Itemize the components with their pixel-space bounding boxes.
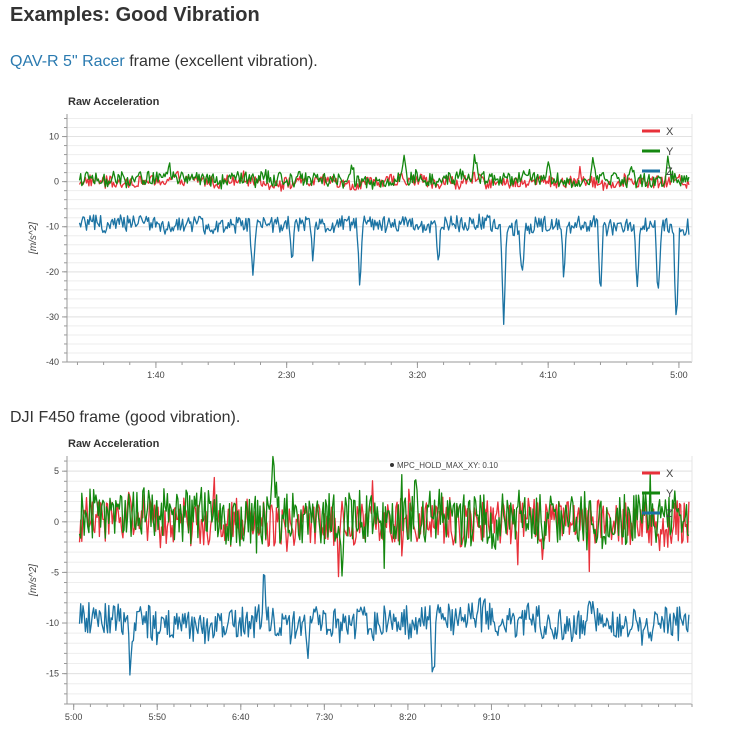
x-tick-label: 5:00 bbox=[65, 712, 83, 722]
legend-label-z: Z bbox=[666, 166, 673, 178]
legend-label-y: Y bbox=[666, 488, 674, 500]
x-tick-label: 1:40 bbox=[147, 370, 165, 380]
series-line-z bbox=[78, 213, 690, 326]
y-tick-label: 0 bbox=[54, 177, 59, 187]
y-tick-label: 5 bbox=[54, 466, 59, 476]
y-tick-label: -40 bbox=[46, 357, 59, 367]
x-tick-label: 7:30 bbox=[316, 712, 334, 722]
page-title: Examples: Good Vibration bbox=[10, 4, 260, 26]
raw-acceleration-chart-2[interactable]: Raw Acceleration 5 0 -5 -10 -15 5:00 5:50 6:40 7:… bbox=[0, 432, 736, 732]
annotation-label: MPC_HOLD_MAX_XY: 0.10 bbox=[397, 461, 498, 470]
x-tick-label: 9:10 bbox=[483, 712, 501, 722]
x-tick-label: 8:20 bbox=[399, 712, 417, 722]
legend-label-x: X bbox=[666, 468, 674, 480]
y-tick-label: -5 bbox=[51, 567, 59, 577]
y-tick-label: 0 bbox=[54, 517, 59, 527]
annotation-marker bbox=[390, 463, 394, 467]
x-tick-label: 5:50 bbox=[148, 712, 166, 722]
qav-r-frame-link[interactable]: QAV-R 5" Racer bbox=[10, 53, 125, 70]
y-tick-label: -10 bbox=[46, 618, 59, 628]
x-tick-label: 4:10 bbox=[539, 370, 557, 380]
series-line-y bbox=[78, 153, 690, 190]
section1-caption-text: frame (excellent vibration). bbox=[124, 53, 318, 70]
y-tick-label: 10 bbox=[49, 132, 59, 142]
chart-2-svg: Raw Acceleration 5 0 -5 -10 -15 5:00 5:50 6:40 7:… bbox=[28, 438, 693, 722]
chart-title: Raw Acceleration bbox=[68, 438, 160, 450]
chart-title: Raw Acceleration bbox=[68, 96, 160, 108]
y-tick-label: -20 bbox=[46, 267, 59, 277]
y-tick-label: -30 bbox=[46, 312, 59, 322]
chart-1-svg: Raw Acceleration 10 0 -10 -20 -30 -40 1:40 2:30 3… bbox=[28, 96, 693, 380]
legend-label-y: Y bbox=[666, 146, 674, 158]
section1-caption: QAV-R 5" Racer frame (excellent vibratio… bbox=[10, 53, 318, 71]
x-tick-label: 5:00 bbox=[670, 370, 688, 380]
raw-acceleration-chart-1[interactable]: Raw Acceleration 10 0 -10 -20 -30 -40 1:40 2:30 3… bbox=[0, 90, 736, 390]
x-tick-label: 2:30 bbox=[278, 370, 296, 380]
y-axis-label: [m/s^2] bbox=[28, 222, 39, 255]
section2-caption: DJI F450 frame (good vibration). bbox=[10, 409, 241, 426]
y-tick-label: -15 bbox=[46, 669, 59, 679]
y-axis-label: [m/s^2] bbox=[28, 564, 39, 597]
x-tick-label: 3:20 bbox=[409, 370, 427, 380]
y-tick-label: -10 bbox=[46, 222, 59, 232]
x-tick-label: 6:40 bbox=[232, 712, 250, 722]
series-line-y bbox=[78, 455, 690, 577]
legend-label-z: Z bbox=[666, 508, 673, 520]
series-line-z bbox=[78, 573, 690, 676]
legend-label-x: X bbox=[666, 126, 674, 138]
